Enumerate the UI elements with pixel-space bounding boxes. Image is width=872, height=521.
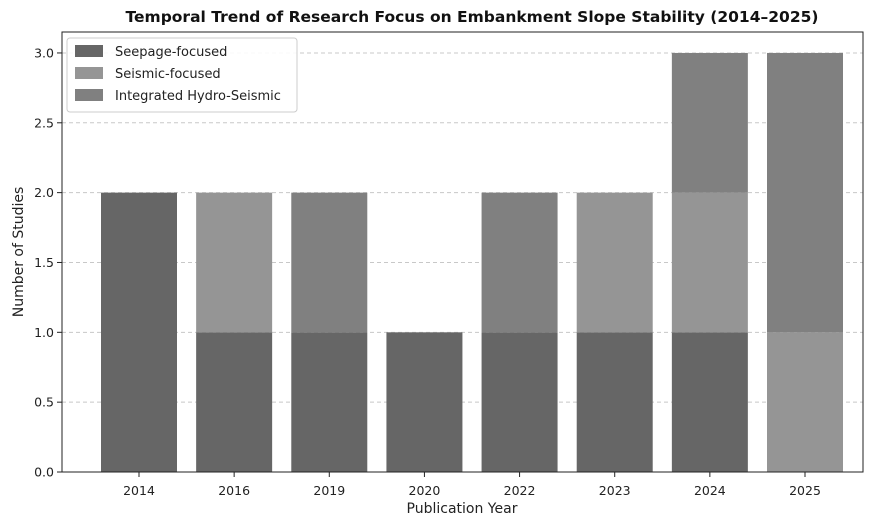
y-tick-label: 0.5: [34, 395, 54, 410]
x-tick-label: 2020: [409, 483, 441, 498]
x-tick-label: 2022: [504, 483, 536, 498]
bar-2019-series-0: [291, 332, 368, 472]
legend-swatch: [75, 89, 103, 101]
x-axis-label: Publication Year: [407, 501, 518, 517]
bar-2022-series-0: [481, 332, 558, 472]
legend-swatch: [75, 67, 103, 79]
bar-2023-series-1: [576, 192, 653, 333]
bar-2020-series-0: [386, 332, 463, 472]
x-tick-label: 2023: [599, 483, 631, 498]
bar-2019-series-2: [291, 192, 368, 333]
y-tick-label: 2.5: [34, 115, 54, 130]
x-tick-label: 2025: [789, 483, 821, 498]
x-tick-label: 2024: [694, 483, 726, 498]
x-tick-label: 2014: [123, 483, 155, 498]
plot-frame: [61, 31, 864, 473]
legend: Seepage-focused Seismic-focused Integrated…: [66, 37, 298, 113]
y-tick-label: 3.0: [34, 45, 54, 60]
legend-swatch: [75, 45, 103, 57]
y-axis-label: Number of Studies: [11, 187, 27, 318]
bar-2025-series-2: [767, 52, 843, 333]
y-tick-label: 0.0: [34, 465, 54, 480]
y-tick-label: 1.0: [34, 325, 54, 340]
legend-frame: [66, 37, 298, 113]
bar-2016-series-1: [196, 192, 273, 333]
bar-2014-series-0: [101, 192, 177, 472]
bar-2024-series-0: [671, 332, 748, 472]
legend-label: Seismic-focused: [115, 67, 221, 82]
legend-label: Seepage-focused: [115, 45, 227, 60]
bar-2024-series-2: [671, 52, 748, 193]
bar-2022-series-2: [481, 192, 558, 333]
y-tick-label: 1.5: [34, 255, 54, 270]
bar-2016-series-0: [196, 332, 273, 472]
x-tick-label: 2019: [313, 483, 345, 498]
y-tick-label: 2.0: [34, 185, 54, 200]
x-axis-ticks: 2014 2016 2019 2020 2022 2023 2024 2025: [123, 472, 821, 498]
bars: [101, 52, 843, 472]
x-tick-label: 2016: [218, 483, 250, 498]
chart-title: Temporal Trend of Research Focus on Emba…: [126, 8, 819, 26]
y-axis-ticks: 0.0 0.5 1.0 1.5 2.0 2.5 3.0: [34, 45, 62, 480]
bar-2023-series-0: [576, 332, 653, 472]
bar-2024-series-1: [671, 192, 748, 333]
legend-label: Integrated Hydro-Seismic: [115, 89, 281, 104]
bar-2025-series-1: [767, 332, 843, 472]
